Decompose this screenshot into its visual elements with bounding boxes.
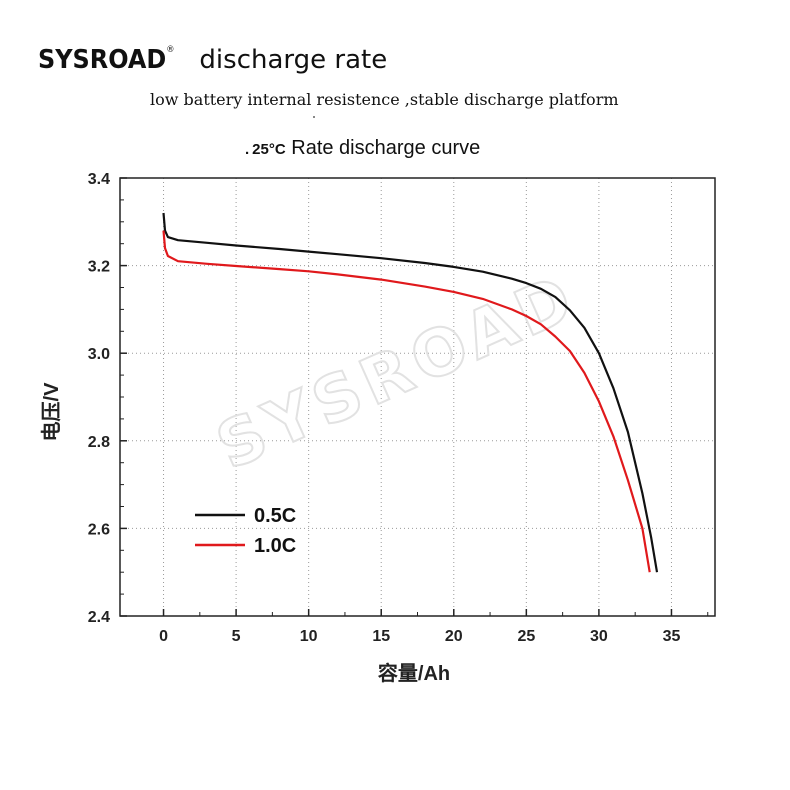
chart-title-prefix: . [245, 141, 250, 158]
chart-title-text: Rate discharge curve [291, 137, 481, 159]
y-tick-label: 2.8 [88, 434, 110, 451]
x-tick-label: 15 [372, 628, 390, 645]
y-tick-label: 3.0 [88, 346, 110, 363]
x-tick-label: 20 [445, 628, 463, 645]
header: SYSROAD ® discharge rate [38, 40, 387, 80]
y-tick-label: 2.6 [88, 521, 110, 538]
x-tick-label: 35 [663, 628, 681, 645]
registered-mark: ® [166, 45, 175, 55]
ticks: 0 5 10 15 20 25 30 35 2.4 2.6 2.8 3.0 3.2 3.4 [88, 171, 709, 645]
brand-logo: SYSROAD ® [38, 45, 175, 75]
x-tick-label: 30 [590, 628, 608, 645]
chart-title-temperature: 25°C [252, 141, 286, 158]
chart-title: . 25°C Rate discharge curve [245, 137, 480, 160]
y-tick-label: 3.2 [88, 259, 110, 276]
series-layer [162, 212, 659, 573]
series-line-1.0C [162, 230, 651, 573]
decorative-dot [313, 116, 315, 118]
x-axis-title: 容量/Ah [378, 661, 450, 685]
y-axis-title: 电压/V [40, 382, 63, 442]
watermark: SYSROAD [206, 260, 588, 484]
x-tick-label: 0 [159, 628, 168, 645]
page-heading: discharge rate [199, 45, 388, 75]
x-tick-label: 25 [517, 628, 535, 645]
series-line-0.5C [162, 212, 659, 573]
y-tick-label: 3.4 [88, 171, 110, 188]
y-tick-label: 2.4 [88, 609, 110, 626]
brand-name: SYSROAD [38, 45, 167, 75]
legend: 0.5C 1.0C [195, 505, 296, 557]
legend-label-1.0C: 1.0C [254, 535, 296, 557]
x-tick-label: 10 [300, 628, 318, 645]
subtitle: low battery internal resistence ,stable … [150, 90, 619, 109]
x-tick-label: 5 [232, 628, 241, 645]
legend-label-0.5C: 0.5C [254, 505, 296, 527]
